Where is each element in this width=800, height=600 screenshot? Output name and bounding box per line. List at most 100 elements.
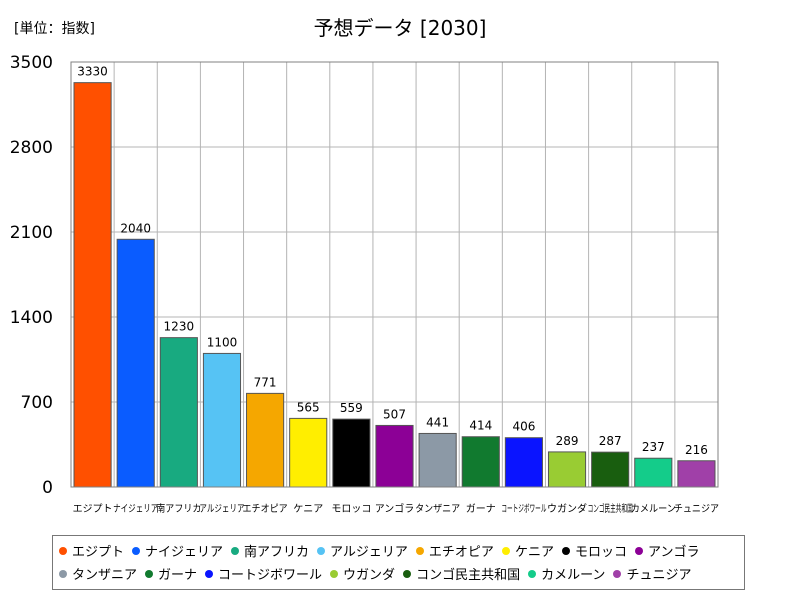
x-tick-label: コンゴ民主共和国 <box>588 502 633 515</box>
legend-swatch <box>501 546 510 555</box>
x-tick-label: エジプト <box>73 503 113 515</box>
legend-item: エジプト <box>59 539 124 562</box>
legend-swatch <box>132 546 141 555</box>
bar <box>246 392 285 488</box>
legend-label: エジプト <box>72 545 125 560</box>
bar <box>289 417 328 488</box>
value-label: 3330 <box>77 65 108 79</box>
bar <box>677 460 716 488</box>
legend-item: アンゴラ <box>634 539 700 562</box>
value-label: 507 <box>383 407 406 421</box>
bar <box>116 238 155 488</box>
legend-label: ガーナ <box>158 568 198 583</box>
value-label: 406 <box>512 420 535 434</box>
legend-label: ウガンダ <box>343 568 396 583</box>
legend-item: ガーナ <box>145 562 197 585</box>
grid-lines <box>71 62 718 487</box>
legend-swatch <box>59 546 67 555</box>
legend-item: アルジェリア <box>317 539 408 562</box>
x-tick-label: タンザニア <box>415 503 460 515</box>
legend-label: モロッコ <box>574 545 627 560</box>
y-axis-ticks: 0 700 1400 2100 2800 3500 <box>10 53 53 498</box>
bar <box>634 457 673 488</box>
y-tick-label: 700 <box>21 393 53 413</box>
legend-label: 南アフリカ <box>244 545 310 560</box>
legend-swatch <box>634 546 643 555</box>
x-tick-label: チュニジア <box>674 503 719 515</box>
bar <box>159 337 198 488</box>
y-tick-label: 2800 <box>10 138 53 158</box>
value-label: 2040 <box>120 221 151 235</box>
x-tick-label: 南アフリカ <box>156 502 201 515</box>
x-tick-label: ガーナ <box>466 503 496 515</box>
legend-label: コンゴ民主共和国 <box>416 568 521 583</box>
legend-label: ケニア <box>514 545 554 560</box>
legend-swatch <box>59 569 67 578</box>
value-label: 289 <box>556 434 579 448</box>
x-tick-label: カメルーン <box>631 503 676 515</box>
value-labels: 3330 2040 1230 1100 771 565 559 507 441 414 406 289… <box>77 65 708 457</box>
value-label: 441 <box>426 415 449 429</box>
bar <box>73 82 112 488</box>
legend-label: アンゴラ <box>647 545 700 560</box>
bar <box>202 352 242 488</box>
x-tick-label: コートジボワール <box>501 503 546 515</box>
legend: エジプト ナイジェリア 南アフリカ アルジェリア エチオピア ケニア モロッコ アンゴラタンザ… <box>52 535 745 590</box>
bar <box>418 432 457 488</box>
x-tick-label: アルジェリア <box>199 504 244 515</box>
y-tick-label: 0 <box>42 478 53 498</box>
value-label: 414 <box>469 419 492 433</box>
bar <box>591 451 630 488</box>
legend-swatch <box>528 569 537 578</box>
legend-swatch <box>415 546 424 555</box>
legend-label: タンザニア <box>72 568 138 583</box>
legend-item: タンザニア <box>59 562 137 585</box>
bar <box>504 437 543 488</box>
legend-item: カメルーン <box>528 562 605 585</box>
x-tick-label: ケニア <box>293 503 323 515</box>
legend-swatch <box>561 546 570 555</box>
value-label: 559 <box>340 401 363 415</box>
legend-item: ウガンダ <box>330 562 395 585</box>
value-label: 771 <box>254 375 277 389</box>
x-tick-label: アンゴラ <box>375 502 415 515</box>
legend-label: カメルーン <box>541 568 606 583</box>
bar <box>332 418 371 488</box>
legend-item: チュニジア <box>613 562 691 585</box>
legend-item: ケニア <box>501 539 554 562</box>
legend-swatch <box>403 569 412 578</box>
chart-title: 予想データ [2030] <box>313 16 487 40</box>
legend-item: モロッコ <box>561 539 627 562</box>
y-tick-label: 2100 <box>10 223 53 243</box>
bar-chart: 3330 2040 1230 1100 771 565 559 507 441 414 406 289… <box>10 53 719 515</box>
x-tick-label: ナイジェリア <box>113 503 158 515</box>
value-label: 287 <box>599 434 622 448</box>
legend-item: 南アフリカ <box>231 539 309 562</box>
value-label: 237 <box>642 440 665 454</box>
unit-label: [単位：指数] <box>14 21 95 37</box>
value-label: 1100 <box>207 335 238 349</box>
bar <box>375 424 414 488</box>
legend-label: エチオピア <box>428 545 494 560</box>
legend-swatch <box>330 569 339 578</box>
legend-label: ナイジェリア <box>145 545 224 560</box>
x-tick-label: エチオピア <box>243 503 288 515</box>
legend-swatch <box>231 546 240 555</box>
y-tick-label: 1400 <box>10 308 53 328</box>
y-tick-label: 3500 <box>10 53 53 73</box>
legend-swatch <box>317 546 326 555</box>
legend-swatch <box>145 569 154 578</box>
legend-item: コンゴ民主共和国 <box>403 562 520 585</box>
plot-frame <box>70 61 719 488</box>
value-label: 1230 <box>164 320 195 334</box>
x-tick-label: モロッコ <box>331 504 371 515</box>
legend-label: コートジボワール <box>218 568 323 583</box>
legend-label: チュニジア <box>626 568 692 583</box>
bars <box>73 82 716 488</box>
legend-label: アルジェリア <box>330 545 408 560</box>
x-tick-label: ウガンダ <box>547 502 587 515</box>
legend-item: エチオピア <box>415 539 494 562</box>
bar <box>547 451 587 488</box>
bar <box>461 436 500 488</box>
